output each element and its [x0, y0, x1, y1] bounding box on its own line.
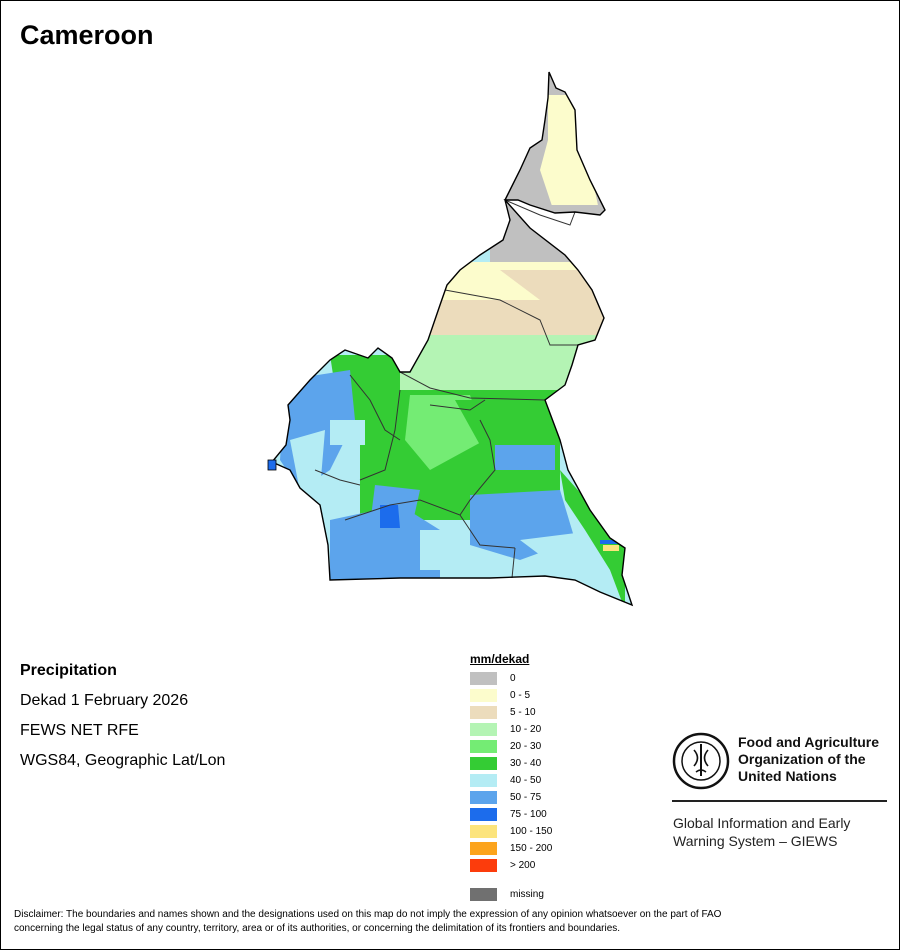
map-title: Cameroon: [20, 20, 154, 50]
giews-line2: Warning System – GIEWS: [673, 833, 838, 849]
legend-swatch: [470, 774, 497, 787]
legend-row: 10 - 20: [470, 721, 552, 738]
legend-label: 30 - 40: [510, 758, 542, 769]
legend-swatch: [470, 672, 497, 685]
legend-label: 75 - 100: [510, 809, 547, 820]
info-heading: Precipitation: [20, 662, 117, 679]
legend-row: 40 - 50: [470, 772, 552, 789]
info-source: FEWS NET RFE: [20, 722, 139, 739]
legend-swatch: [470, 808, 497, 821]
legend-label: 0: [510, 673, 516, 684]
legend-title: mm/dekad: [470, 652, 530, 666]
legend-label: 50 - 75: [510, 792, 542, 803]
legend: mm/dekad 0 0 - 5 5 - 10 10 - 20 20 - 30 30 - …: [470, 652, 552, 903]
legend-row: 20 - 30: [470, 738, 552, 755]
disclaimer-line1: Disclaimer: The boundaries and names sho…: [14, 909, 722, 920]
disclaimer: Disclaimer: The boundaries and names sho…: [14, 908, 884, 936]
disclaimer-line2: concerning the legal status of any count…: [14, 923, 621, 934]
fao-name-line2: Organization of the: [738, 751, 866, 767]
fao-name: Food and Agriculture Organization of the…: [738, 734, 879, 785]
legend-label: 0 - 5: [510, 690, 531, 701]
legend-swatch: [470, 706, 497, 719]
fao-name-line1: Food and Agriculture: [738, 734, 880, 750]
precipitation-map: [267, 71, 633, 606]
giews-name: Global Information and Early Warning Sys…: [673, 814, 850, 850]
legend-row: 50 - 75: [470, 789, 552, 806]
legend-row: > 200: [470, 857, 552, 874]
legend-swatch: [470, 689, 497, 702]
legend-swatch: [470, 723, 497, 736]
legend-swatch: [470, 825, 497, 838]
legend-swatch-missing: [470, 888, 497, 901]
legend-row: 150 - 200: [470, 840, 552, 857]
legend-swatch: [470, 791, 497, 804]
info-period: Dekad 1 February 2026: [20, 692, 189, 709]
legend-label: 40 - 50: [510, 775, 542, 786]
legend-swatch: [470, 842, 497, 855]
legend-label-missing: missing: [510, 889, 544, 900]
legend-row-missing: missing: [470, 886, 552, 903]
legend-rows: 0 0 - 5 5 - 10 10 - 20 20 - 30 30 - 40 40 - 50…: [470, 670, 552, 874]
fao-name-line3: United Nations: [738, 768, 837, 784]
legend-row: 0: [470, 670, 552, 687]
legend-label: 5 - 10: [510, 707, 536, 718]
legend-label: 10 - 20: [510, 724, 542, 735]
divider: [672, 800, 887, 802]
fao-logo-icon: [672, 732, 730, 790]
legend-label: > 200: [510, 860, 536, 871]
legend-swatch: [470, 740, 497, 753]
legend-label: 20 - 30: [510, 741, 542, 752]
legend-row: 75 - 100: [470, 806, 552, 823]
legend-row: 5 - 10: [470, 704, 552, 721]
map-info: Precipitation Dekad 1 February 2026 FEWS…: [20, 656, 225, 776]
info-projection: WGS84, Geographic Lat/Lon: [20, 752, 226, 769]
legend-swatch: [470, 757, 497, 770]
legend-row: 0 - 5: [470, 687, 552, 704]
legend-label: 150 - 200: [510, 843, 553, 854]
giews-line1: Global Information and Early: [673, 815, 851, 831]
legend-label: 100 - 150: [510, 826, 553, 837]
legend-row: 30 - 40: [470, 755, 552, 772]
legend-swatch: [470, 859, 497, 872]
legend-row: 100 - 150: [470, 823, 552, 840]
